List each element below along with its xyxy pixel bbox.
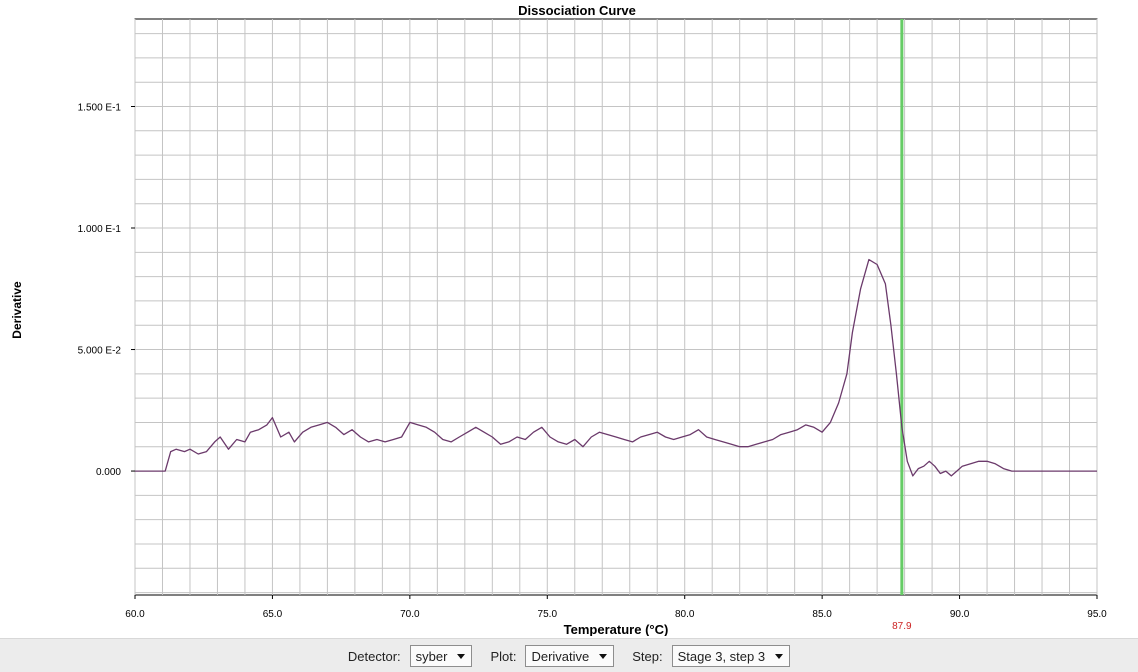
chart-title: Dissociation Curve xyxy=(518,3,636,18)
x-tick-label: 65.0 xyxy=(263,609,283,620)
plot-group: Plot: Derivative xyxy=(490,645,615,667)
detector-value: syber xyxy=(415,648,448,664)
chevron-down-icon xyxy=(599,654,608,659)
step-label: Step: xyxy=(632,648,663,664)
plot-value: Derivative xyxy=(531,648,590,664)
step-dropdown[interactable]: Stage 3, step 3 xyxy=(671,645,791,667)
x-tick-label: 80.0 xyxy=(675,609,695,620)
x-tick-label: 90.0 xyxy=(950,609,970,620)
y-tick-label: 1.000 E-1 xyxy=(78,224,122,235)
detector-label: Detector: xyxy=(347,648,401,664)
x-tick-labels: 60.0 65.0 70.0 75.0 80.0 85.0 90.0 95.0 xyxy=(125,595,1107,620)
x-tick-label: 85.0 xyxy=(812,609,832,620)
step-value: Stage 3, step 3 xyxy=(677,648,766,664)
grid xyxy=(134,19,1098,595)
y-tick-labels: 1.500 E-1 1.000 E-1 5.000 E-2 0.000 xyxy=(78,102,135,478)
y-tick-label: 5.000 E-2 xyxy=(78,346,122,357)
bottom-toolbar: Detector: syber Plot: Derivative Step: S… xyxy=(0,638,1138,672)
chevron-down-icon xyxy=(775,654,784,659)
marker-layer: 87.9 xyxy=(892,19,912,632)
x-tick-label: 95.0 xyxy=(1087,609,1107,620)
tm-marker-label: 87.9 xyxy=(892,621,912,632)
x-tick-label: 75.0 xyxy=(538,609,558,620)
plot-label: Plot: xyxy=(490,648,517,664)
detector-group: Detector: syber xyxy=(348,645,473,667)
detector-dropdown[interactable]: syber xyxy=(409,645,473,667)
plot-dropdown[interactable]: Derivative xyxy=(525,645,615,667)
step-group: Step: Stage 3, step 3 xyxy=(632,645,791,667)
y-tick-label: 0.000 xyxy=(96,467,121,478)
series-layer xyxy=(135,258,1097,477)
plot-area xyxy=(134,18,1098,596)
derivative-series-line xyxy=(135,258,1097,477)
x-axis-label: Temperature (°C) xyxy=(564,622,669,636)
chevron-down-icon xyxy=(457,654,466,659)
x-tick-label: 60.0 xyxy=(125,609,145,620)
y-axis-label: Derivative xyxy=(10,281,24,339)
y-tick-label: 1.500 E-1 xyxy=(78,102,122,113)
dissociation-chart: 87.9 1.500 E-1 1.000 E-1 5.000 E-2 0.000 60… xyxy=(10,3,1107,636)
x-tick-label: 70.0 xyxy=(400,609,420,620)
